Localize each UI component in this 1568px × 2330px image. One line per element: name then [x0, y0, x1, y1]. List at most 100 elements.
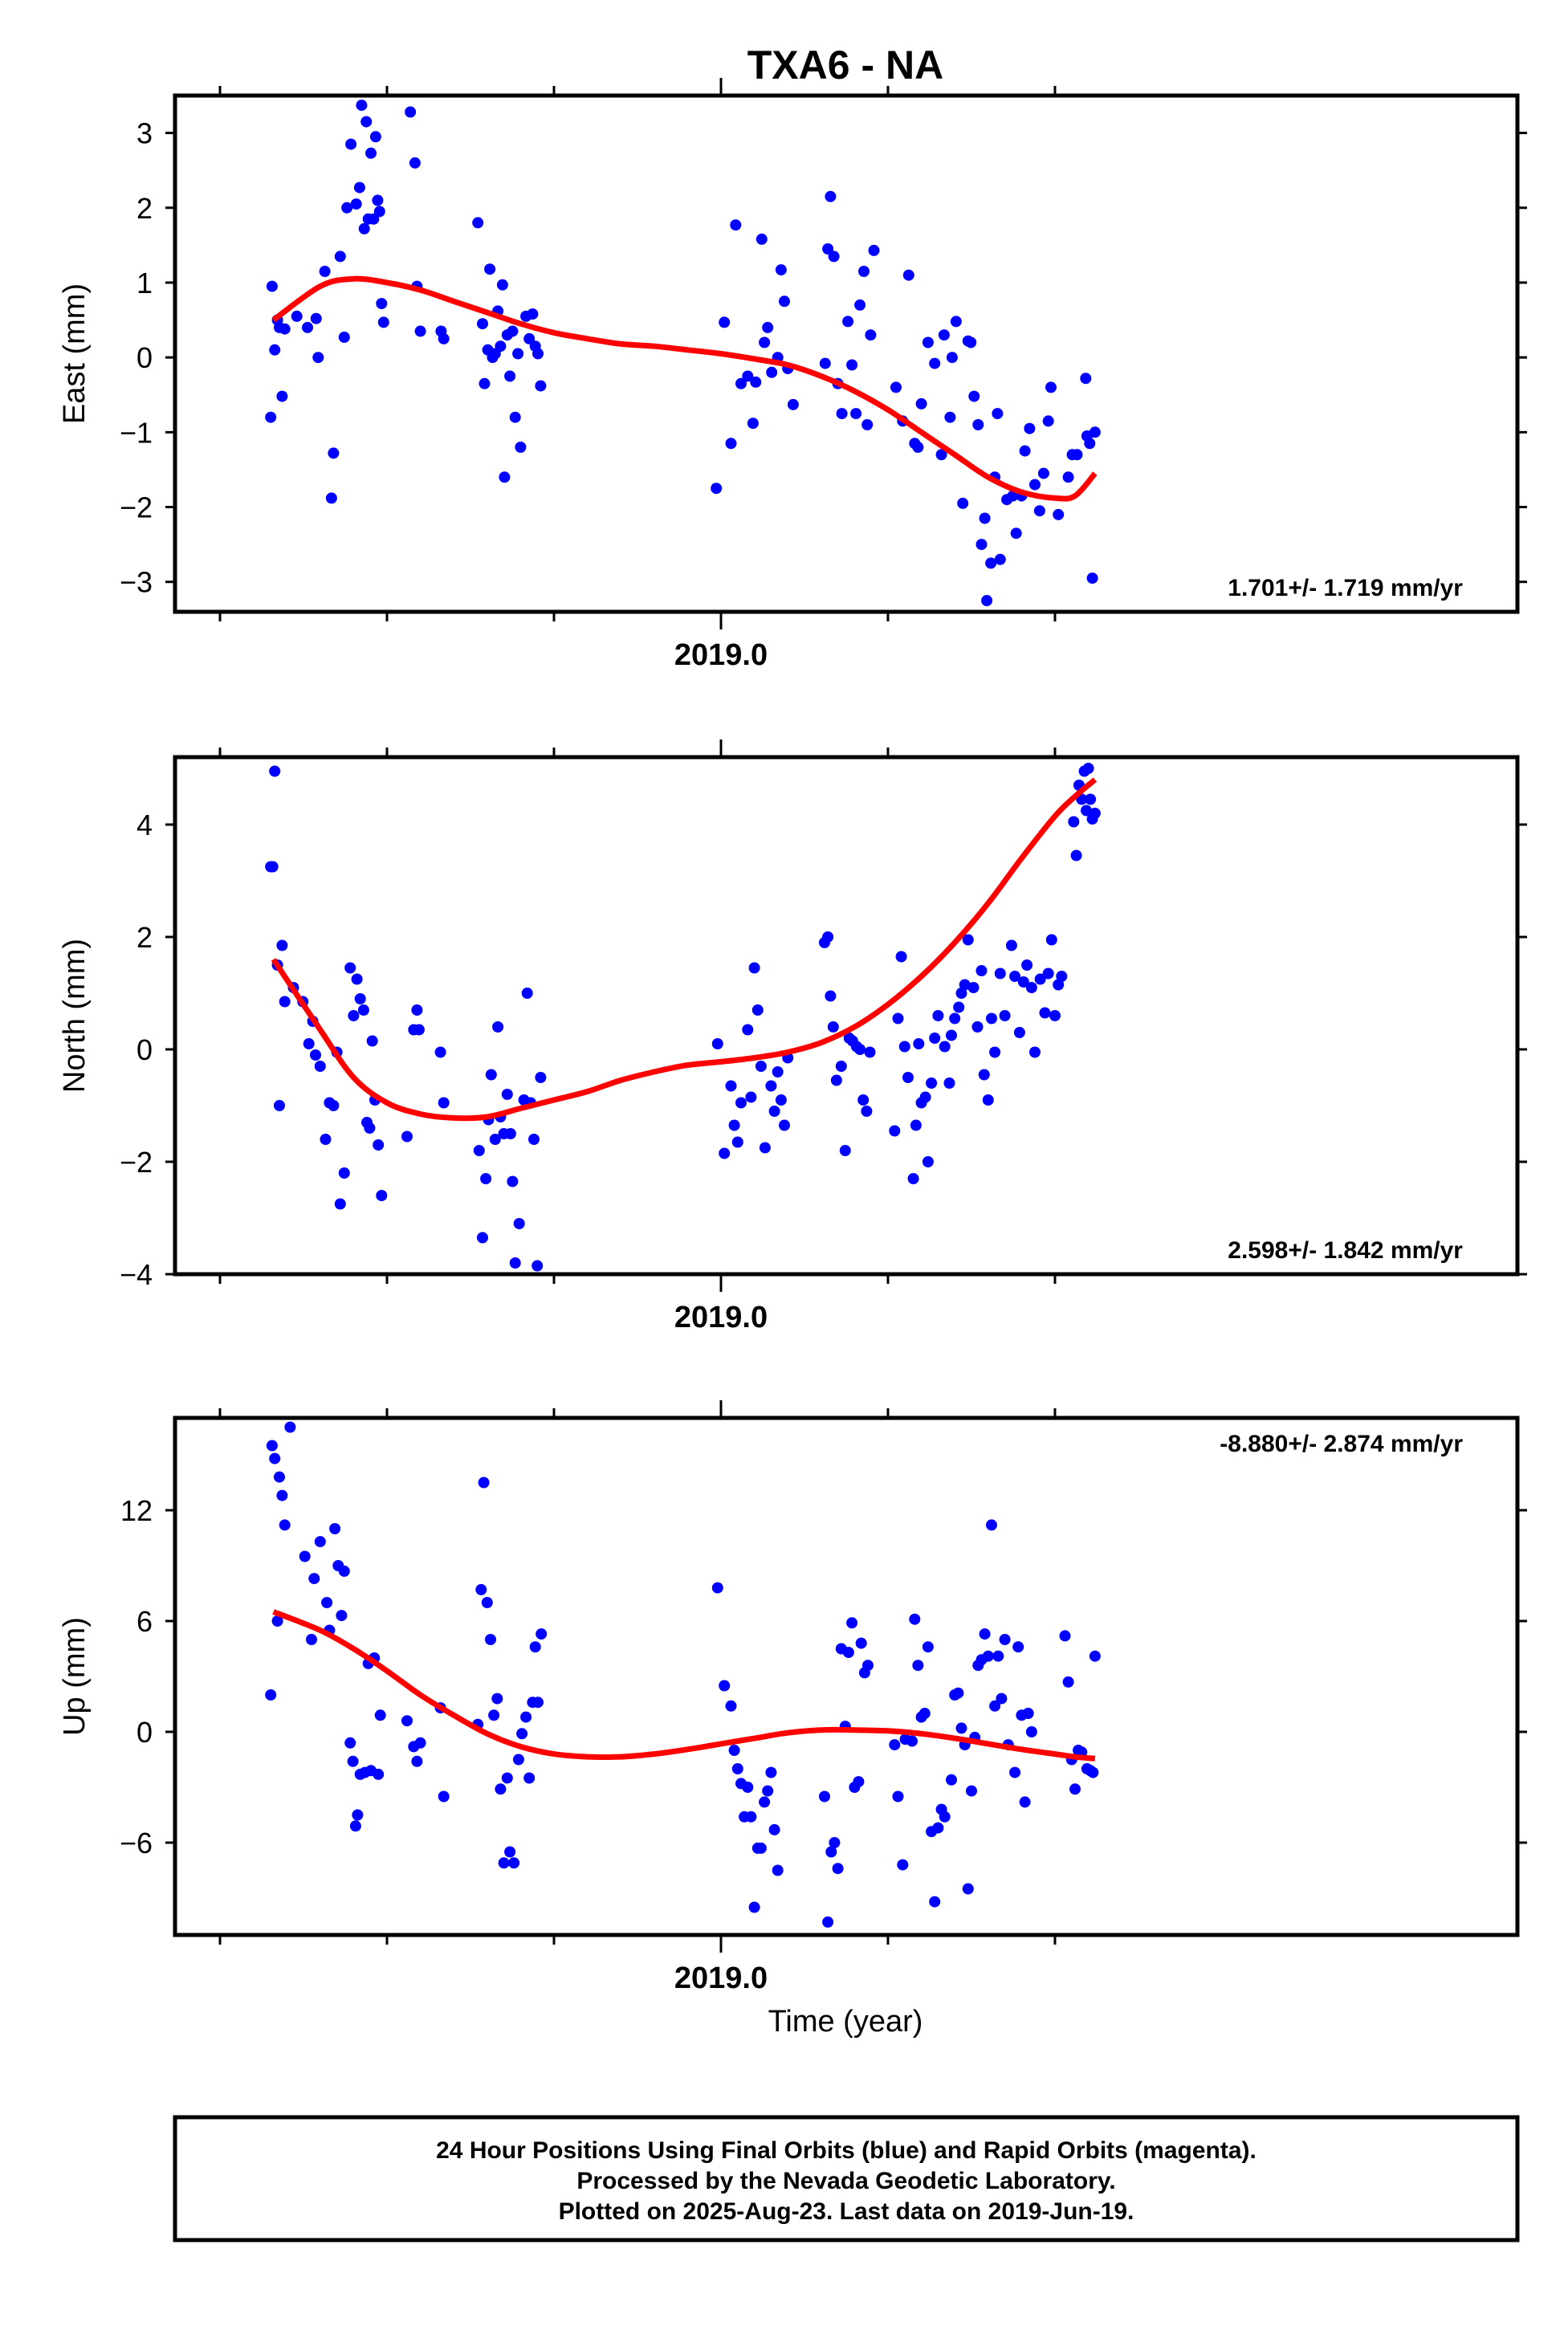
data-point-north [898, 1041, 910, 1053]
data-point-up [862, 1660, 874, 1672]
data-point-north [889, 1125, 901, 1137]
data-point-north [728, 1119, 740, 1131]
data-point-up [966, 1785, 977, 1797]
data-point-east [902, 269, 914, 281]
data-point-up [946, 1774, 957, 1786]
data-point-north [907, 1173, 919, 1184]
data-point-up [529, 1641, 541, 1653]
y-axis-label-up: Up (mm) [58, 1617, 92, 1736]
data-point-up [846, 1617, 858, 1629]
data-point-up [1025, 1726, 1037, 1737]
data-point-north [1009, 971, 1021, 982]
data-point-east [1010, 528, 1022, 540]
data-point-east [302, 321, 313, 333]
rate-label-up: -8.880+/- 2.874 mm/yr [1220, 1431, 1463, 1457]
data-point-up [532, 1697, 544, 1709]
data-point-east [509, 411, 521, 423]
data-point-north [725, 1080, 737, 1092]
data-point-up [853, 1776, 865, 1788]
data-point-east [353, 181, 365, 193]
model-curve-north [271, 777, 1098, 1122]
data-point-north [839, 1145, 851, 1156]
data-point-north [926, 1077, 938, 1089]
data-point-up [909, 1613, 921, 1625]
data-point-north [943, 1077, 955, 1089]
data-point-north [742, 1024, 754, 1036]
data-point-up [829, 1837, 841, 1848]
data-point-north [310, 1049, 321, 1061]
data-point-north [751, 1004, 764, 1016]
data-point-up [338, 1565, 350, 1577]
data-point-up [516, 1728, 528, 1740]
data-point-up [922, 1641, 934, 1653]
data-point-north [748, 962, 760, 974]
data-point-east [985, 557, 997, 569]
data-point-east [360, 116, 373, 128]
data-point-north [438, 1097, 450, 1109]
data-point-up [989, 1700, 1001, 1712]
data-point-north [835, 1061, 847, 1072]
data-point-east [725, 438, 737, 450]
data-point-up [266, 1440, 278, 1452]
data-point-east [1071, 449, 1083, 461]
data-point-east [975, 539, 988, 551]
data-point-up [299, 1550, 311, 1562]
data-point-east [368, 213, 380, 225]
data-point-east [850, 408, 862, 420]
data-point-up [1069, 1783, 1081, 1795]
data-point-north [755, 1061, 767, 1072]
data-point-east [276, 390, 288, 402]
data-point-up [520, 1711, 532, 1723]
data-point-north [1082, 763, 1094, 774]
chart-title: TXA6 - NA [747, 43, 943, 88]
data-point-east [414, 325, 426, 337]
data-point-north [1013, 1027, 1025, 1038]
data-point-north [913, 1038, 925, 1049]
data-point-east [861, 419, 874, 430]
data-point-up [478, 1477, 490, 1489]
data-point-east [515, 442, 527, 453]
y-tick-label-east: −2 [120, 491, 153, 524]
points-up [265, 1421, 1101, 1928]
data-point-east [1080, 373, 1092, 385]
data-point-north [857, 1094, 870, 1106]
data-point-north [975, 965, 988, 976]
data-point-east [842, 316, 854, 328]
data-point-north [274, 1100, 285, 1111]
data-point-north [473, 1145, 485, 1156]
data-point-north [779, 1119, 790, 1131]
data-point-up [329, 1523, 341, 1534]
data-point-east [338, 332, 350, 343]
data-point-north [827, 1021, 839, 1033]
data-point-east [496, 279, 508, 291]
data-point-east [912, 442, 924, 453]
data-point-up [986, 1519, 997, 1531]
data-point-north [521, 988, 533, 999]
data-point-up [438, 1790, 450, 1802]
data-point-east [265, 411, 277, 423]
data-point-east [750, 376, 762, 388]
data-point-up [1019, 1796, 1031, 1808]
data-point-east [711, 483, 723, 495]
data-point-north [303, 1038, 315, 1049]
data-point-up [336, 1610, 348, 1622]
data-point-up [269, 1452, 281, 1464]
data-point-up [284, 1421, 296, 1433]
rate-label-north: 2.598+/- 1.842 mm/yr [1228, 1237, 1463, 1264]
data-point-east [762, 321, 774, 333]
points-north [265, 763, 1101, 1272]
data-point-north [489, 1134, 501, 1145]
data-point-east [499, 471, 511, 483]
data-point-north [932, 1010, 944, 1021]
data-point-north [953, 1001, 965, 1013]
data-point-east [484, 263, 496, 275]
data-point-east [1042, 415, 1054, 427]
data-point-east [1019, 445, 1031, 457]
data-point-north [509, 1257, 521, 1269]
data-point-east [504, 370, 516, 382]
y-tick-label-east: 0 [136, 341, 153, 374]
data-point-north [401, 1130, 413, 1143]
footer-box [173, 2115, 1520, 2242]
data-point-up [504, 1846, 516, 1858]
